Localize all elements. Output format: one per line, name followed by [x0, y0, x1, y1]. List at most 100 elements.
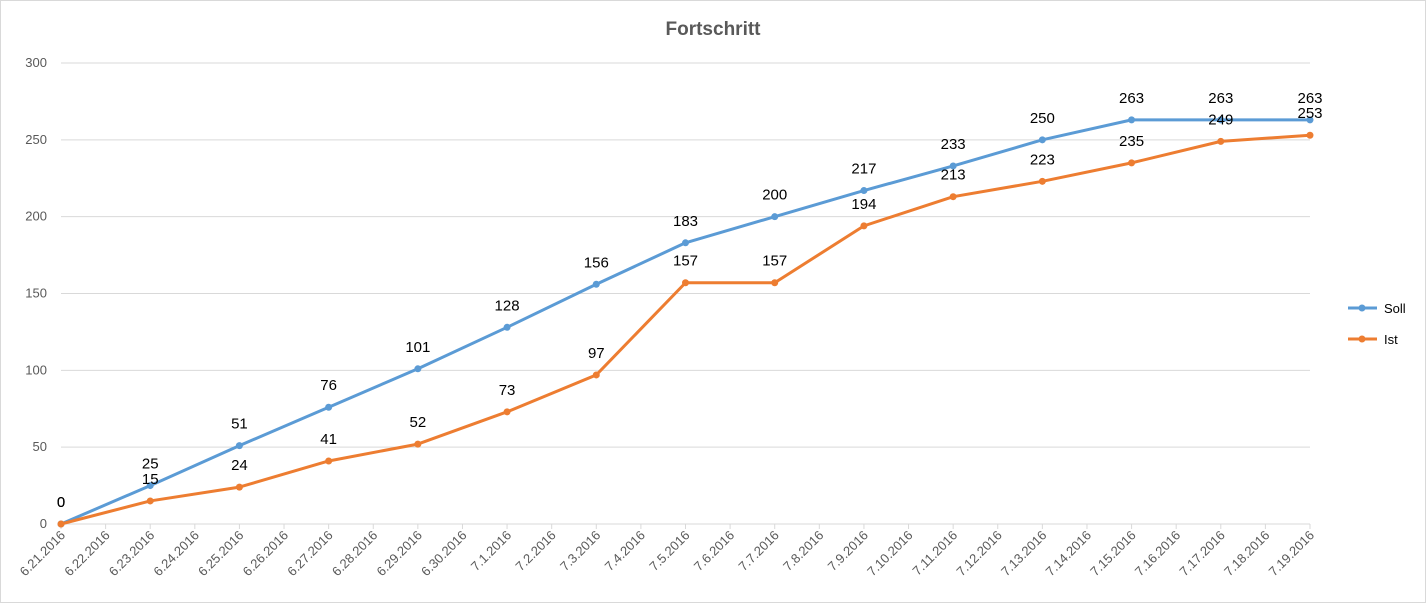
- data-point-ist: [57, 520, 65, 528]
- legend-label-ist: Ist: [1384, 332, 1398, 347]
- x-tick-label: 7.7.2016: [735, 528, 781, 574]
- data-label-ist: 157: [673, 253, 698, 270]
- x-tick-label: 7.8.2016: [780, 528, 826, 574]
- legend-marker-ist: [1358, 335, 1366, 343]
- y-tick-label: 0: [40, 516, 47, 531]
- data-label-ist: 73: [499, 382, 516, 399]
- x-axis: [60, 523, 1311, 529]
- chart-title: Fortschritt: [666, 19, 762, 40]
- x-tick-label: 6.23.2016: [106, 528, 158, 580]
- y-tick-label: 300: [25, 55, 47, 70]
- data-label-ist: 24: [231, 457, 248, 474]
- x-tick-label: 7.3.2016: [557, 528, 603, 574]
- x-tick-label: 7.13.2016: [998, 528, 1050, 580]
- x-tick-label: 7.4.2016: [602, 528, 648, 574]
- data-label-ist: 52: [410, 414, 427, 431]
- data-point-ist: [414, 440, 422, 448]
- data-point-ist: [503, 408, 511, 416]
- x-tick-label: 7.11.2016: [909, 528, 960, 579]
- x-tick-label: 7.12.2016: [953, 528, 1005, 580]
- series-line-soll: [59, 118, 1312, 526]
- data-label-soll: 51: [231, 416, 248, 433]
- data-point-soll: [235, 442, 243, 450]
- data-point-ist: [146, 497, 154, 505]
- x-tick-label: 6.29.2016: [373, 528, 425, 580]
- x-tick-label: 7.10.2016: [864, 528, 916, 580]
- x-tick-label: 6.22.2016: [61, 528, 113, 580]
- x-tick-label: 7.15.2016: [1087, 528, 1139, 580]
- data-label-ist: 157: [762, 253, 787, 270]
- data-label-ist: 41: [320, 431, 337, 448]
- x-tick-label: 7.17.2016: [1176, 528, 1228, 580]
- data-point-ist: [771, 279, 779, 287]
- data-point-ist: [1306, 131, 1314, 139]
- data-label-soll: 101: [405, 339, 430, 356]
- data-label-soll: 263: [1297, 90, 1322, 107]
- x-tick-label: 6.30.2016: [418, 528, 470, 580]
- data-point-ist: [325, 457, 333, 465]
- gridlines: [61, 62, 1310, 448]
- data-label-soll: 183: [673, 213, 698, 230]
- x-axis-labels: 6.21.20166.22.20166.23.20166.24.20166.25…: [17, 528, 1318, 580]
- series-line-ist: [59, 133, 1312, 526]
- x-tick-label: 7.1.2016: [468, 528, 514, 574]
- data-label-ist: 213: [941, 167, 966, 184]
- x-tick-label: 6.28.2016: [329, 528, 381, 580]
- data-point-soll: [771, 213, 779, 221]
- x-tick-label: 7.2.2016: [512, 528, 558, 574]
- data-point-ist: [1128, 159, 1136, 167]
- x-tick-label: 6.27.2016: [284, 528, 336, 580]
- data-point-ist: [1038, 177, 1046, 185]
- data-label-ist: 97: [588, 345, 605, 362]
- data-label-soll: 128: [495, 297, 520, 314]
- data-point-soll: [860, 187, 868, 195]
- data-label-soll: 156: [584, 254, 609, 271]
- y-axis: 0 50 100 150 200 250 300: [25, 55, 47, 531]
- data-point-soll: [1217, 116, 1225, 124]
- data-label-ist: 235: [1119, 133, 1144, 150]
- legend-label-soll: Soll: [1384, 301, 1406, 316]
- x-tick-label: 7.9.2016: [825, 528, 871, 574]
- y-tick-label: 200: [25, 209, 47, 224]
- legend-marker-soll: [1358, 304, 1366, 312]
- data-point-soll: [503, 323, 511, 331]
- data-point-soll: [414, 365, 422, 373]
- data-point-ist: [860, 222, 868, 230]
- data-point-ist: [1217, 137, 1225, 145]
- data-label-ist: 249: [1208, 111, 1233, 128]
- x-tick-label: 6.24.2016: [150, 528, 202, 580]
- data-label-soll: 217: [851, 161, 876, 178]
- x-tick-label: 7.16.2016: [1132, 528, 1184, 580]
- data-point-soll: [1306, 116, 1314, 124]
- data-point-soll: [949, 162, 957, 170]
- data-labels: 0 25 51 76 101 128 156 183 200 217 233 250 263 263 263…: [57, 90, 1323, 511]
- data-point-ist: [949, 193, 957, 201]
- series-lines: [57, 116, 1314, 528]
- x-tick-label: 6.25.2016: [195, 528, 247, 580]
- data-label-soll: 200: [762, 187, 787, 204]
- x-tick-label: 6.21.2016: [17, 528, 69, 580]
- data-label-ist: 0: [57, 494, 65, 511]
- data-point-soll: [325, 403, 333, 411]
- y-tick-label: 150: [25, 286, 47, 301]
- data-label-soll: 76: [320, 377, 337, 394]
- data-label-soll: 25: [142, 456, 159, 473]
- data-point-ist: [592, 371, 600, 379]
- x-tick-label: 6.26.2016: [240, 528, 292, 580]
- y-tick-label: 250: [25, 132, 47, 147]
- y-tick-label: 50: [33, 439, 47, 454]
- data-label-soll: 263: [1119, 90, 1144, 107]
- data-label-soll: 233: [941, 136, 966, 153]
- data-label-ist: 194: [851, 196, 876, 213]
- x-tick-label: 7.6.2016: [691, 528, 737, 574]
- data-label-soll: 250: [1030, 110, 1055, 127]
- data-label-ist: 253: [1297, 105, 1322, 122]
- legend: Soll Ist: [1348, 301, 1406, 347]
- data-point-soll: [146, 482, 154, 490]
- data-point-ist: [682, 279, 689, 287]
- data-point-soll: [1128, 116, 1136, 124]
- data-label-soll: 263: [1208, 90, 1233, 107]
- x-tick-label: 7.19.2016: [1266, 528, 1318, 580]
